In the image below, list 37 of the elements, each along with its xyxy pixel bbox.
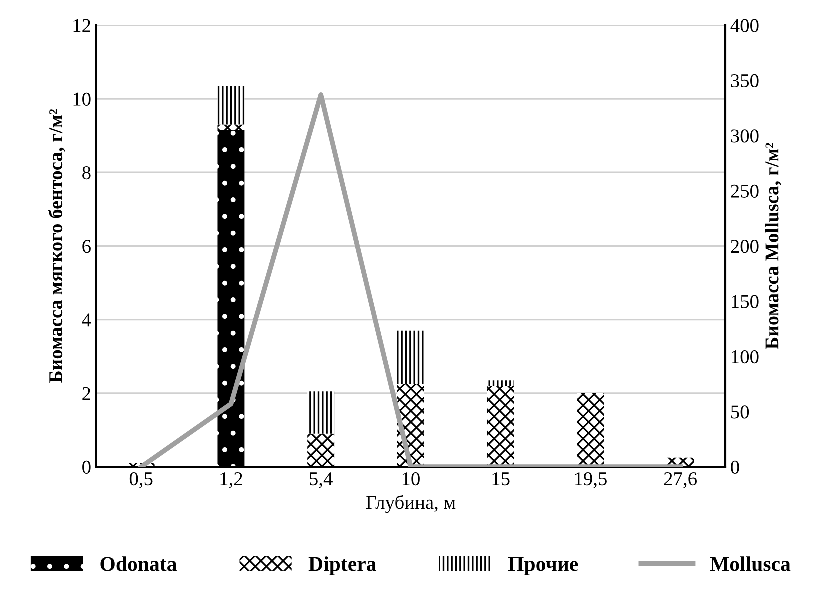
bar xyxy=(397,330,424,384)
x-tick-label: 0,5 xyxy=(130,472,153,488)
x-tick-label: 10 xyxy=(402,472,420,486)
x-axis-title: Глубина, м xyxy=(366,495,456,514)
y-tick-label: 6 xyxy=(82,240,91,254)
y-tick-label: 12 xyxy=(74,19,90,32)
y2-tick-label: 100 xyxy=(732,350,759,364)
y-tick-label: 0 xyxy=(82,460,91,474)
y-tick-label: 8 xyxy=(82,166,91,180)
legend-label: Diptera xyxy=(308,556,376,576)
y2-tick-label: 150 xyxy=(732,295,759,308)
x-tick-label: 15 xyxy=(492,472,510,486)
bar xyxy=(308,434,335,468)
legend-label: Прочие xyxy=(508,557,578,576)
y-axis-title: Биомасса мягкого бентоса, г/м² xyxy=(48,109,66,384)
y-tick-label: 10 xyxy=(74,92,91,106)
x-tick-label: 5,4 xyxy=(310,472,333,488)
bar xyxy=(218,130,245,468)
y2-tick-label: 250 xyxy=(731,184,759,198)
y2-tick-label: 350 xyxy=(731,74,759,88)
bar xyxy=(218,86,245,125)
x-tick-label: 27,6 xyxy=(664,472,697,488)
y2-tick-label: 200 xyxy=(731,240,759,254)
bar xyxy=(487,380,514,386)
bar xyxy=(218,124,245,130)
y2-tick-label: 50 xyxy=(731,406,750,419)
y2-tick-label: 300 xyxy=(731,130,759,143)
y-tick-label: 2 xyxy=(82,387,90,400)
bar xyxy=(308,392,335,434)
y2-tick-label: 400 xyxy=(730,19,759,32)
y-tick-label: 4 xyxy=(82,314,92,327)
y2-tick-label: 0 xyxy=(731,460,740,474)
legend-label: Odonata xyxy=(100,556,177,572)
x-tick-label: 19,5 xyxy=(575,472,607,488)
y2-axis-title: Биомасса Mollusca, г/м² xyxy=(765,143,782,350)
legend-label: Mollusca xyxy=(710,556,791,572)
x-tick-label: 1,2 xyxy=(220,472,242,488)
